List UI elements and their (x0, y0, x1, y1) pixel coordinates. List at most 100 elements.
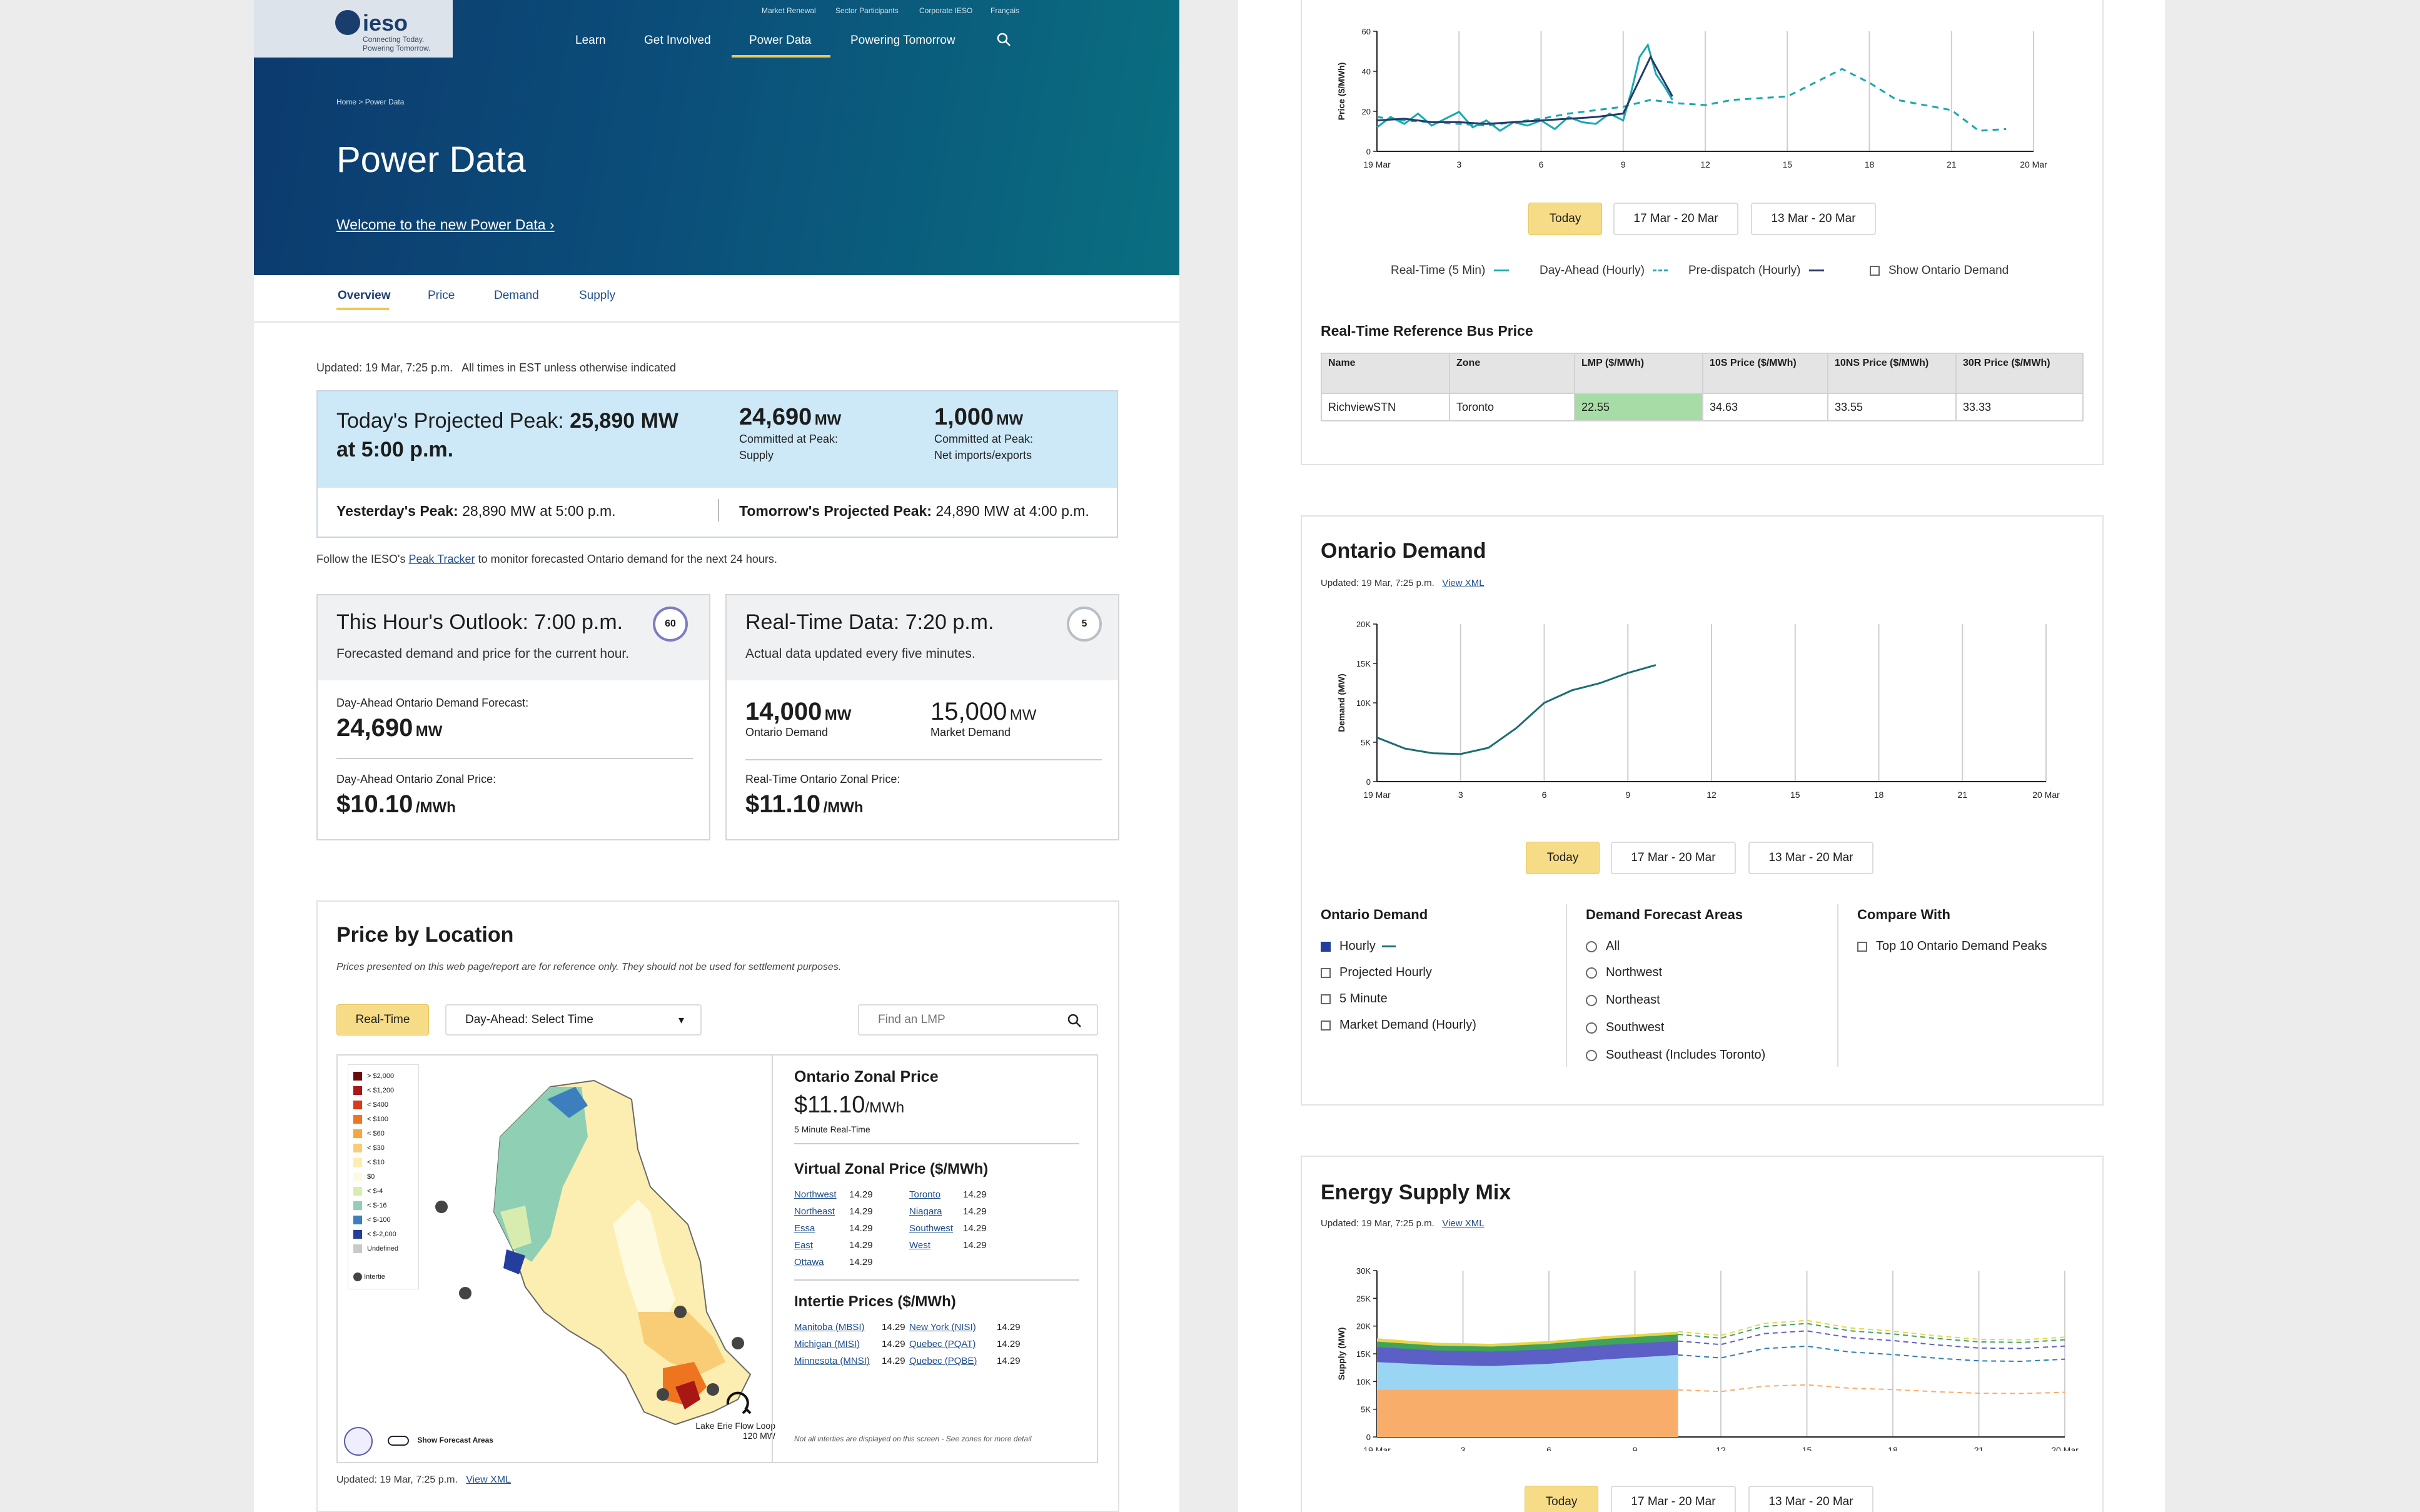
area-nw-radio[interactable] (1586, 967, 1597, 979)
zone-link[interactable]: Niagara (909, 1206, 942, 1217)
follow-note: Follow the IESO's Peak Tracker to monito… (316, 553, 777, 566)
x-tick-label: 6 (1542, 790, 1547, 800)
zone-link[interactable]: Northeast (794, 1206, 835, 1217)
supply-range-3day-button[interactable]: 17 Mar - 20 Mar (1611, 1486, 1736, 1512)
option-area-southeast[interactable]: Southeast (Includes Toronto) (1586, 1048, 1765, 1062)
area-ne-radio[interactable] (1586, 994, 1597, 1006)
price-range-week-button[interactable]: 13 Mar - 20 Mar (1751, 203, 1876, 235)
hourly-checkbox[interactable] (1321, 941, 1331, 952)
legend-swatch (353, 1187, 362, 1196)
demand-range-week-button[interactable]: 13 Mar - 20 Mar (1748, 842, 1873, 874)
tab-demand[interactable]: Demand (494, 289, 539, 302)
hero-banner: ieso Connecting Today. Powering Tomorrow… (254, 0, 1179, 275)
search-icon[interactable] (1067, 1013, 1082, 1028)
nav-power-data[interactable]: Power Data (749, 34, 812, 47)
tab-price[interactable]: Price (428, 289, 455, 302)
supply-view-xml[interactable]: View XML (1442, 1218, 1485, 1229)
option-5-minute[interactable]: 5 Minute (1321, 992, 1388, 1006)
demand-view-xml[interactable]: View XML (1442, 578, 1485, 588)
zone-link[interactable]: Northwest (794, 1189, 837, 1200)
breadcrumb-home[interactable]: Home (336, 98, 357, 106)
zone-link[interactable]: Southwest (909, 1223, 954, 1234)
legend-item: < $-100 (353, 1214, 418, 1228)
option-top10[interactable]: Top 10 Ontario Demand Peaks (1857, 939, 2047, 954)
util-link-sector-participants[interactable]: Sector Participants (835, 6, 899, 15)
area-all-radio[interactable] (1586, 940, 1597, 952)
lmp-search[interactable] (858, 1004, 1098, 1036)
price-range-3day-button[interactable]: 17 Mar - 20 Mar (1613, 203, 1738, 235)
nav-get-involved[interactable]: Get Involved (644, 34, 711, 47)
committed-supply: 24,690 MW Committed at Peak: Supply (739, 404, 841, 463)
intertie-marker-quebec[interactable] (674, 1306, 687, 1318)
zone-link[interactable]: Michigan (MISI) (794, 1339, 860, 1349)
option-projected-hourly[interactable]: Projected Hourly (1321, 965, 1432, 980)
zone-link[interactable]: Quebec (PQBE) (909, 1356, 977, 1366)
legend-realtime[interactable]: Real-Time (5 Min) (1391, 264, 1509, 278)
util-link-francais[interactable]: Français (991, 6, 1020, 15)
zone-link[interactable]: Quebec (PQAT) (909, 1339, 976, 1349)
option-area-northeast[interactable]: Northeast (1586, 993, 1660, 1007)
zone-link[interactable]: East (794, 1240, 814, 1251)
legend-swatch (353, 1158, 362, 1167)
zone-link[interactable]: Minnesota (MNSI) (794, 1356, 870, 1366)
peak-tracker-link[interactable]: Peak Tracker (408, 553, 475, 565)
intertie-marker-manitoba[interactable] (435, 1201, 448, 1213)
legend-swatch (353, 1101, 362, 1110)
market-checkbox[interactable] (1321, 1020, 1331, 1031)
yesterday-peak-value: 28,890 MW at 5:00 p.m. (462, 503, 616, 519)
zone-link[interactable]: Manitoba (MBSI) (794, 1322, 865, 1333)
legend-dayahead[interactable]: Day-Ahead (Hourly) (1540, 264, 1668, 278)
price-today-button[interactable]: Today (1528, 203, 1602, 235)
intertie-marker-newyork[interactable] (732, 1337, 744, 1349)
zone-link[interactable]: New York (NISI) (909, 1322, 976, 1333)
toggle-switch[interactable] (388, 1436, 409, 1446)
fullscreen-icon[interactable] (344, 1427, 373, 1456)
demand-today-button[interactable]: Today (1526, 842, 1600, 874)
outlook-title: This Hour's Outlook: 7:00 p.m. (336, 610, 623, 634)
option-area-southwest[interactable]: Southwest (1586, 1021, 1664, 1035)
option-area-northwest[interactable]: Northwest (1586, 965, 1662, 980)
show-ontario-demand[interactable]: Show Ontario Demand (1870, 264, 2009, 278)
intertie-marker-minnesota[interactable] (459, 1287, 471, 1299)
dayahead-select[interactable]: Day-Ahead: Select Time ▾ (445, 1004, 702, 1036)
tab-overview[interactable]: Overview (338, 289, 391, 302)
nav-powering-tomorrow[interactable]: Powering Tomorrow (850, 34, 955, 47)
projected-checkbox[interactable] (1321, 967, 1331, 978)
intertie-marker-niagara[interactable] (707, 1383, 719, 1396)
option-hourly[interactable]: Hourly (1321, 939, 1396, 954)
demand-range-3day-button[interactable]: 17 Mar - 20 Mar (1611, 842, 1736, 874)
realtime-button[interactable]: Real-Time (336, 1004, 429, 1036)
supply-range-week-button[interactable]: 13 Mar - 20 Mar (1748, 1486, 1873, 1512)
x-tick-label: 20 Mar (2051, 1445, 2079, 1451)
nav-learn[interactable]: Learn (575, 34, 606, 47)
right-page: 19 Mar 3 6 9 12 15 18 21 20 Mar 0 20 40 60 Price ($/M… (1238, 0, 2165, 1512)
pbl-view-xml[interactable]: View XML (466, 1474, 511, 1485)
area-sw-radio[interactable] (1586, 1022, 1597, 1034)
5min-checkbox[interactable] (1321, 994, 1331, 1004)
supply-today-button[interactable]: Today (1525, 1486, 1598, 1512)
show-demand-checkbox[interactable] (1870, 265, 1880, 276)
virtual-list-left: Northwest 14.29 Northeast 14.29 Essa 14.29 Eas… (794, 1189, 919, 1274)
legend-label: < $100 (367, 1116, 388, 1123)
welcome-link[interactable]: Welcome to the new Power Data › (336, 216, 555, 233)
site-logo[interactable]: ieso Connecting Today. Powering Tomorrow… (254, 0, 453, 58)
lmp-search-input[interactable] (878, 1013, 1041, 1027)
util-link-market-renewal[interactable]: Market Renewal (762, 6, 816, 15)
search-icon[interactable] (996, 31, 1012, 48)
option-area-all[interactable]: All (1586, 939, 1620, 954)
tab-supply[interactable]: Supply (579, 289, 616, 302)
util-link-corporate[interactable]: Corporate IESO (919, 6, 973, 15)
outlook-price-label: Day-Ahead Ontario Zonal Price: (336, 773, 497, 785)
zone-link[interactable]: West (909, 1240, 930, 1251)
top10-checkbox[interactable] (1857, 941, 1867, 952)
area-se-radio[interactable] (1586, 1049, 1597, 1061)
ontario-price-map[interactable] (425, 1062, 763, 1449)
x-tick-label: 15 (1782, 159, 1792, 169)
zone-link[interactable]: Toronto (909, 1189, 941, 1200)
intertie-marker-michigan[interactable] (657, 1388, 669, 1401)
legend-predispatch[interactable]: Pre-dispatch (Hourly) (1688, 264, 1824, 278)
zone-link[interactable]: Essa (794, 1223, 815, 1234)
option-market-demand[interactable]: Market Demand (Hourly) (1321, 1018, 1476, 1032)
zone-link[interactable]: Ottawa (794, 1257, 824, 1268)
forecast-areas-toggle[interactable]: Show Forecast Areas (388, 1436, 493, 1446)
